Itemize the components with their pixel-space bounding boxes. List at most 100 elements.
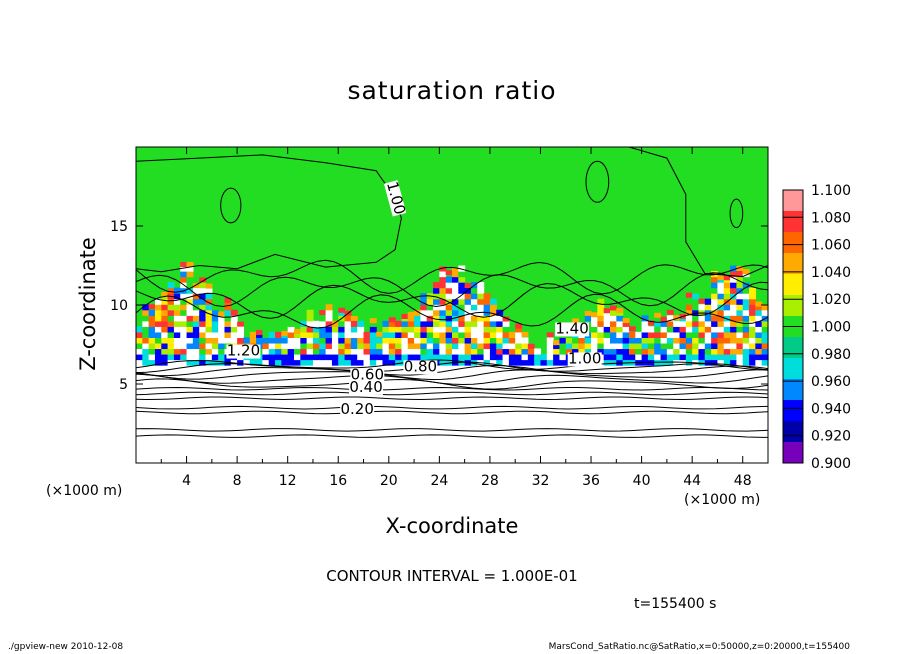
field-cell [142,353,150,361]
field-cell [597,348,605,355]
field-cell [167,326,175,333]
field-cell [749,298,756,305]
field-cell [761,304,769,311]
field-cell [610,359,617,366]
field-cell [407,348,415,355]
field-cell [439,309,447,316]
field-cell [319,348,327,355]
field-cell [142,315,150,322]
contour-line [220,187,242,224]
field-cell [755,326,763,333]
field-cell [654,353,662,361]
field-cell [338,359,346,366]
field-cell [692,315,700,322]
field-cell [369,342,377,350]
field-cell [382,326,390,333]
field-cell [464,320,472,327]
field-cell [761,320,769,327]
field-cell [761,326,769,333]
colorbar-swatch [783,379,803,401]
field-cell [344,320,352,327]
field-cell [591,315,598,322]
field-cell [262,331,270,338]
field-cell [584,310,592,316]
field-cell [464,342,472,350]
field-cell [287,348,295,355]
field-cell [306,331,314,338]
field-cell [546,348,554,355]
field-cell [439,282,447,289]
field-cell [489,342,497,350]
field-cell [268,348,276,355]
field-cell [281,330,289,336]
field-cell [470,348,478,355]
field-cell [230,309,238,316]
field-cell [647,342,655,350]
field-cell [230,337,238,344]
chart-title: saturation ratio [347,76,557,105]
colorbar-swatch [783,358,803,380]
field-cell [205,293,213,300]
field-cell [363,331,371,338]
field-cell [369,331,377,338]
field-cell [704,309,712,316]
field-cell [407,337,415,344]
field-cell [426,326,434,333]
field-cell [186,342,194,350]
field-cell [742,282,750,289]
field-cell [230,331,238,338]
field-cell [173,331,181,338]
field-cell [445,287,453,294]
field-cell [489,348,497,355]
field-cell [470,304,478,311]
field-cell [344,353,352,361]
colorbar-swatch [783,190,803,212]
field-cell [559,337,567,344]
field-cell [730,309,737,316]
field-cell [647,326,655,333]
field-cell [161,309,169,316]
field-cell [426,320,434,327]
field-cell [685,342,693,350]
field-cell [749,359,756,366]
field-cell [142,309,150,316]
field-cell [692,287,700,294]
field-cell [395,348,403,355]
field-cell [161,337,169,344]
field-cell [312,320,320,327]
field-cell [679,348,687,355]
field-cell [420,326,428,333]
field-cell [736,359,744,366]
field-cell [603,348,611,355]
field-cell [730,337,737,344]
field-cell [218,337,226,344]
field-cell [148,353,156,361]
field-cell [654,312,662,318]
field-cell [281,359,289,366]
field-cell [192,348,200,355]
field-cell [382,320,390,327]
field-cell [445,359,453,366]
field-cell [628,342,636,350]
field-cell [704,348,712,355]
field-cell [477,293,485,300]
field-cell [211,320,219,327]
field-cell [622,318,630,324]
x-tick-label: 20 [380,473,398,489]
field-cell [540,353,548,361]
field-cell [180,304,188,311]
field-cell [445,326,453,333]
field-cell [458,276,466,283]
field-cell [755,320,763,327]
field-cell [262,359,270,366]
colorbar-label: 1.040 [811,265,851,281]
field-cell [641,342,649,350]
field-cell [445,270,453,276]
field-cell [294,337,301,344]
field-cell [736,320,744,327]
field-cell [692,320,700,327]
field-cell [452,293,459,300]
field-cell [464,298,472,305]
field-cell [445,353,453,361]
field-cell [376,353,384,361]
